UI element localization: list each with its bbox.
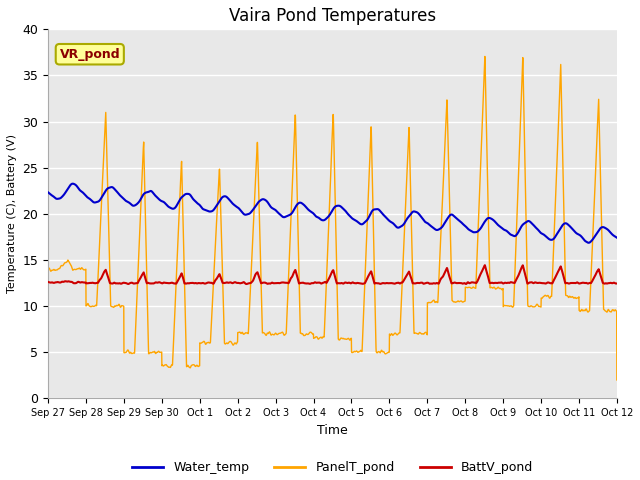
- X-axis label: Time: Time: [317, 424, 348, 437]
- Text: VR_pond: VR_pond: [60, 48, 120, 61]
- Title: Vaira Pond Temperatures: Vaira Pond Temperatures: [229, 7, 436, 25]
- Y-axis label: Temperature (C), Battery (V): Temperature (C), Battery (V): [7, 134, 17, 293]
- Legend: Water_temp, PanelT_pond, BattV_pond: Water_temp, PanelT_pond, BattV_pond: [127, 456, 538, 480]
